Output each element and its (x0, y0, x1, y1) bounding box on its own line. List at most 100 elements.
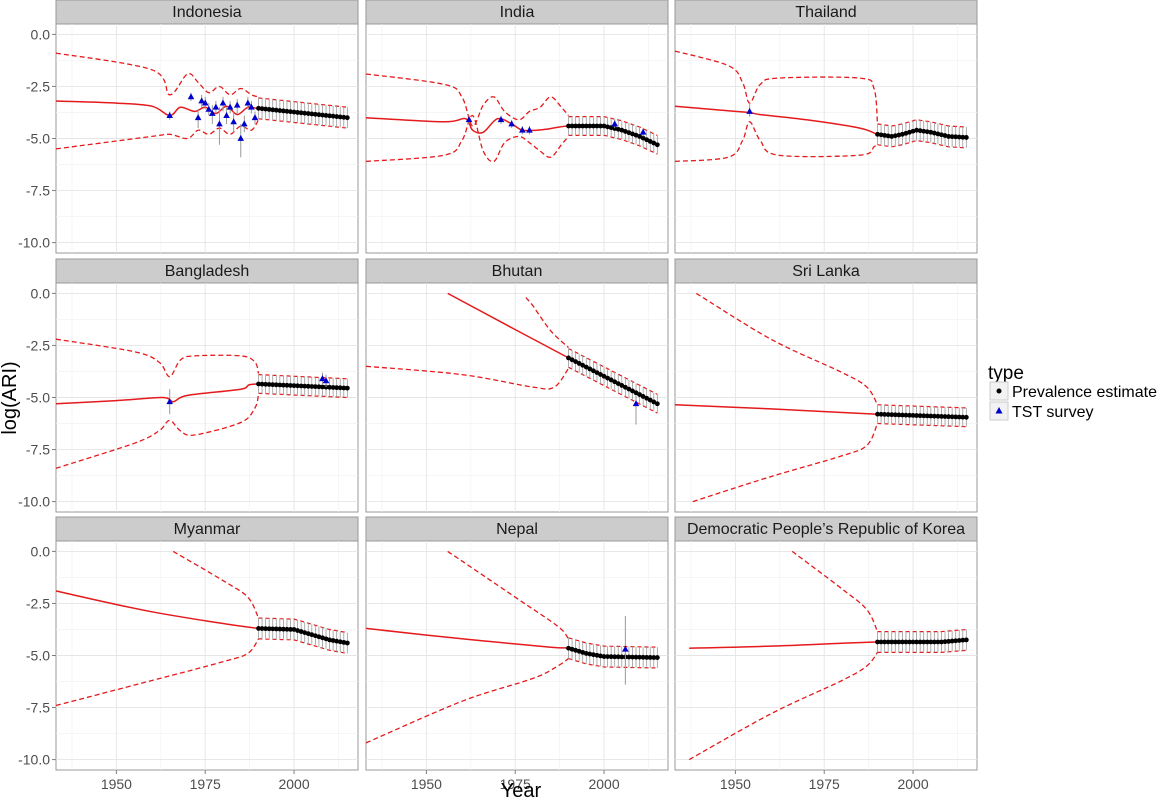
facet-panel: Bangladesh (55, 258, 359, 513)
y-tick-label: -7.5 (26, 442, 50, 458)
prevalence-point (637, 654, 642, 660)
prevalence-point (323, 113, 329, 118)
prevalence-point (931, 639, 937, 645)
lower-bound-line (688, 651, 879, 761)
tst-point (230, 118, 237, 125)
prevalence-point (341, 114, 347, 120)
prevalence-point (633, 390, 639, 396)
prevalence-point (899, 412, 905, 418)
y-tick-label: -5.0 (26, 390, 50, 406)
facet-title: Bhutan (492, 263, 543, 280)
tst-point (216, 120, 223, 127)
prevalence-point (587, 123, 593, 129)
prevalence-point (312, 111, 318, 117)
prevalence-point (330, 638, 336, 643)
prevalence-point (263, 626, 269, 632)
prevalence-point (960, 637, 966, 643)
y-tick-label: -2.5 (26, 595, 50, 611)
prevalence-point (266, 107, 272, 112)
tst-point (519, 126, 526, 133)
prevalence-point (280, 108, 286, 114)
prevalence-point (953, 414, 959, 420)
prevalence-point (298, 383, 304, 389)
prevalence-point (907, 412, 912, 418)
prevalence-point (608, 377, 614, 383)
prevalence-point (882, 639, 888, 645)
prevalence-point (612, 654, 618, 660)
prevalence-point (615, 654, 621, 660)
prevalence-point (896, 132, 902, 138)
prevalence-point (896, 639, 902, 645)
lower-bound-line (55, 394, 260, 469)
prevalence-point (259, 381, 265, 387)
tst-point (205, 105, 213, 112)
prevalence-point (305, 111, 311, 116)
y-tick-label: -10.0 (18, 235, 50, 251)
prevalence-point (598, 372, 603, 377)
y-tick-label: -2.5 (26, 78, 50, 94)
prevalence-point (878, 132, 884, 138)
tst-point (611, 120, 619, 127)
facet-panel: Democratic People’s Republic of Korea (674, 516, 978, 771)
axes-layer: 0.0 -2.5 -5.0 -7.5 -10.0 0.0 -2.5 -5.0 -7.5 -10.0… (18, 26, 929, 792)
legend-prevalence-marker (996, 388, 1002, 394)
prevalence-point (566, 355, 571, 361)
prevalence-point (651, 399, 657, 405)
legend-item-prevalence: Prevalence estimate (989, 381, 1157, 401)
prevalence-point (903, 639, 909, 645)
prevalence-point (953, 134, 959, 140)
prevalence-point (576, 123, 582, 129)
prevalence-point (284, 108, 290, 114)
prevalence-point (309, 384, 315, 389)
x-tick-label: 2000 (897, 776, 928, 792)
prevalence-point (949, 414, 955, 420)
lower-bound-line (877, 649, 967, 654)
x-tick-label: 1975 (190, 776, 221, 792)
facet-strip (55, 0, 359, 25)
legend-item-tst: TST survey (989, 401, 1094, 421)
prevalence-point (334, 114, 340, 119)
prevalence-point (341, 639, 347, 645)
prevalence-point (337, 114, 343, 120)
prevalence-point (953, 638, 959, 644)
prevalence-point (256, 381, 261, 387)
x-tick-label: 2000 (278, 776, 309, 792)
facet-panel: Bhutan (365, 258, 669, 513)
prevalence-point (327, 113, 332, 119)
facet-strip (365, 258, 669, 284)
prevalence-point (896, 412, 902, 418)
tst-point (166, 112, 173, 118)
lower-bound-line (568, 134, 658, 155)
prevalence-point (963, 135, 969, 140)
prevalence-point (583, 364, 589, 370)
prevalence-point (889, 639, 895, 645)
lower-bound-line (365, 365, 570, 390)
prevalence-point (956, 134, 962, 140)
prevalence-point (284, 382, 290, 388)
lower-bound-line (55, 638, 260, 707)
x-tick-label: 1950 (411, 776, 442, 792)
prevalence-point (608, 654, 614, 660)
prevalence-point (337, 385, 343, 391)
prevalence-point (280, 382, 286, 388)
prevalence-point (320, 384, 325, 390)
prevalence-point (903, 412, 909, 418)
prevalence-point (309, 111, 315, 117)
prevalence-point (580, 362, 586, 368)
prevalence-point (885, 412, 891, 417)
prevalence-point (330, 113, 336, 119)
tst-point (201, 99, 209, 106)
prevalence-point (566, 123, 571, 129)
prevalence-point (960, 414, 966, 420)
prevalence-point (914, 127, 919, 133)
tst-point (212, 103, 220, 110)
prevalence-point (601, 373, 607, 379)
prevalence-point (573, 359, 579, 365)
facet-title: Bangladesh (165, 263, 250, 280)
prevalence-point (878, 639, 884, 645)
prevalence-point (598, 653, 603, 659)
lower-bound-line (258, 638, 348, 654)
prevalence-point (284, 626, 290, 632)
prevalence-point (644, 395, 650, 401)
legend-tst-marker (995, 407, 1003, 414)
